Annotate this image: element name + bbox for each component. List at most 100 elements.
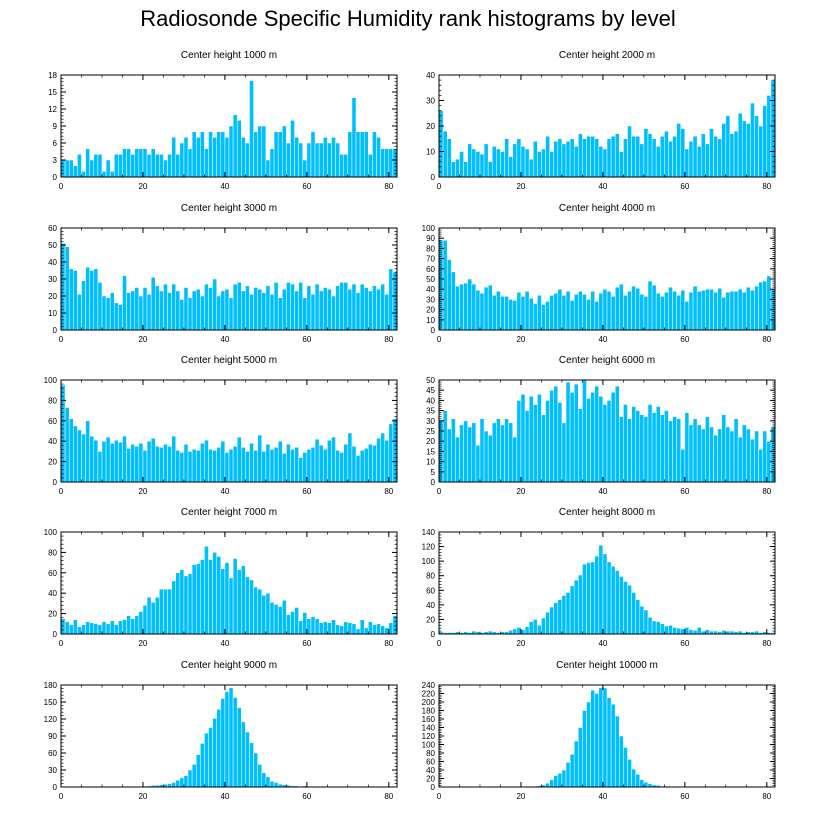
histogram-bar	[216, 709, 222, 788]
histogram-bar	[614, 715, 620, 788]
x-tick-label: 20	[516, 335, 525, 344]
histogram-bar	[195, 288, 201, 331]
y-tick-label: 120	[422, 732, 436, 741]
x-tick-label: 40	[220, 487, 229, 496]
x-tick-label: 20	[138, 792, 147, 801]
histogram-bar	[224, 137, 230, 178]
histogram-bar	[253, 752, 258, 788]
histogram-bar	[754, 430, 759, 483]
histogram-bar	[619, 151, 624, 178]
histogram-bar	[758, 449, 763, 483]
histogram-bar	[191, 131, 197, 178]
histogram-bar	[204, 148, 209, 178]
histogram-bar	[729, 290, 735, 331]
histogram-bar	[191, 564, 197, 635]
histogram-bar	[705, 143, 710, 178]
histogram-bar	[700, 133, 706, 178]
histogram-bar	[339, 154, 344, 178]
histogram-bar	[146, 597, 152, 635]
x-tick-label: 60	[680, 639, 689, 648]
histogram-bar	[253, 586, 258, 635]
histogram-bar	[688, 424, 694, 483]
histogram-bar	[77, 154, 82, 178]
y-tick-label: 90	[48, 732, 57, 741]
histogram-bar	[668, 625, 673, 635]
histogram-bar	[537, 151, 542, 178]
histogram-bar	[680, 289, 686, 331]
histogram-bar	[171, 435, 176, 483]
histogram-bar	[64, 246, 70, 331]
y-tick-label: 40	[426, 766, 435, 775]
histogram-bar	[363, 131, 369, 178]
histogram-bar	[290, 449, 295, 483]
x-tick-label: 60	[680, 335, 689, 344]
histogram-bar	[717, 428, 722, 483]
histogram-bar	[721, 297, 727, 331]
histogram-bar	[463, 161, 468, 178]
histogram-bar	[187, 573, 193, 635]
histogram-bar	[455, 285, 460, 331]
histogram-bar	[298, 457, 304, 483]
histogram-bar	[310, 294, 316, 331]
histogram-bar	[249, 579, 254, 635]
histogram-bar	[573, 740, 579, 788]
histogram-bar	[368, 154, 373, 178]
histogram-bar	[598, 293, 604, 331]
histogram-bar	[122, 435, 127, 483]
histogram-bar	[273, 782, 279, 788]
histogram-bar	[388, 423, 394, 483]
histogram-bar	[97, 154, 103, 178]
y-tick-label: 10	[426, 458, 435, 467]
histogram-bar	[298, 620, 304, 635]
histogram-bar	[310, 447, 316, 483]
histogram-bar	[651, 412, 657, 483]
y-tick-label: 20	[426, 615, 435, 624]
histogram-bar	[696, 146, 702, 178]
histogram-bar	[273, 604, 279, 635]
x-tick-label: 20	[138, 639, 147, 648]
histogram-bar	[459, 283, 464, 331]
y-tick-label: 60	[426, 265, 435, 274]
histogram-bar	[355, 628, 361, 635]
histogram-bar	[236, 569, 242, 635]
histogram-bar	[512, 436, 518, 483]
histogram-bar	[126, 292, 131, 331]
histogram-bar	[700, 289, 706, 331]
histogram-bar	[249, 742, 254, 788]
histogram-bar	[573, 146, 579, 178]
histogram-bar	[89, 622, 95, 635]
histogram-bar	[610, 135, 616, 178]
histogram-bar	[549, 389, 554, 483]
histogram-bar	[216, 447, 222, 483]
histogram-bar	[582, 379, 587, 483]
histogram-bar	[705, 416, 710, 483]
histogram-bar	[134, 287, 140, 331]
histogram-bar	[623, 295, 628, 331]
histogram-bar	[208, 131, 213, 178]
histogram-bar	[614, 133, 620, 178]
histogram-bar	[257, 125, 263, 178]
panel-title: Center height 4000 m	[559, 203, 655, 214]
histogram-bar	[635, 599, 641, 635]
histogram-bar	[339, 452, 344, 483]
histogram-bar	[573, 294, 579, 331]
histogram-bar	[741, 424, 747, 483]
histogram-bar	[660, 414, 665, 483]
histogram-bar	[363, 448, 369, 483]
histogram-bar	[204, 732, 209, 788]
histogram-bar	[647, 133, 653, 178]
histogram-bar	[602, 404, 608, 483]
y-tick-label: 25	[426, 427, 435, 436]
histogram-bar	[388, 622, 394, 635]
histogram-bar	[565, 592, 571, 635]
histogram-bar	[376, 437, 381, 483]
y-tick-label: 50	[426, 376, 435, 385]
histogram-bar	[762, 105, 768, 178]
histogram-panel: Center height 5000 m 0 20 40 60 80 100 0 20 40 60 8…	[44, 355, 398, 496]
y-tick-label: 60	[48, 417, 57, 426]
panel-title: Center height 1000 m	[181, 50, 277, 61]
histogram-bar	[273, 282, 279, 331]
histogram-bar	[500, 424, 505, 483]
histogram-bar	[282, 288, 287, 331]
histogram-bar	[676, 627, 682, 635]
